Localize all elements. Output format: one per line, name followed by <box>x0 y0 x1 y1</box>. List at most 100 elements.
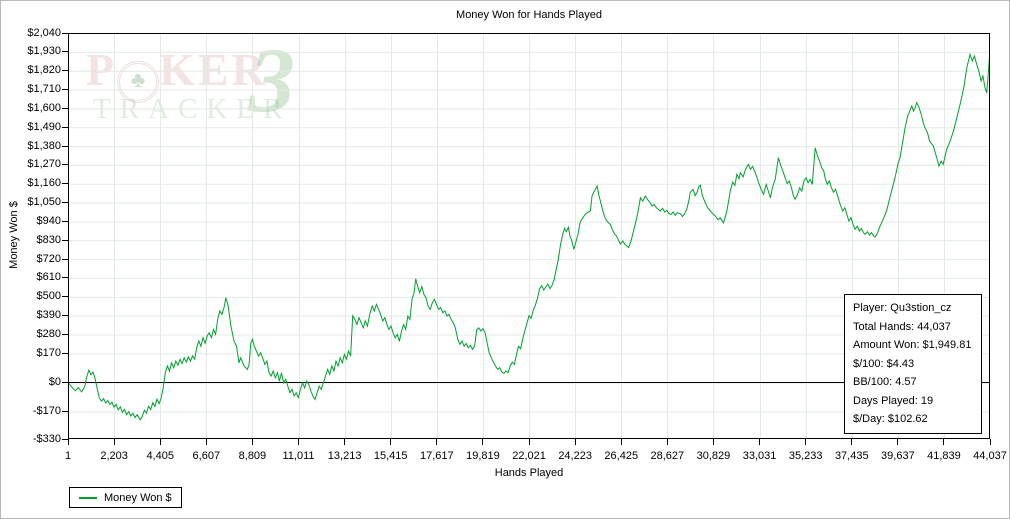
x-axis-tickmark <box>851 439 853 445</box>
y-axis-tickmark <box>62 411 68 413</box>
y-axis-tickmark <box>62 126 68 128</box>
info-box-row: $/100: $4.43 <box>853 357 915 370</box>
x-axis-tickmark <box>574 439 576 445</box>
y-axis-tick-label: $830 <box>36 233 61 246</box>
y-axis-tickmark <box>62 315 68 317</box>
x-axis-tickmark <box>712 439 714 445</box>
info-box-row: Player: Qu3stion_cz <box>853 302 952 314</box>
y-axis-tickmark <box>62 258 68 260</box>
x-axis-tick-label: 8,809 <box>238 450 267 462</box>
y-axis-tick-label: $2,040 <box>27 26 61 39</box>
legend-label: Money Won $ <box>104 491 172 504</box>
x-axis-tickmark <box>620 439 622 445</box>
y-axis-tick-label: $1,380 <box>27 139 61 152</box>
x-axis-tick-label: 15,415 <box>373 450 408 462</box>
y-axis-tickmark <box>62 51 68 53</box>
x-axis-tick-label: 30,829 <box>696 450 731 462</box>
y-axis-tickmark <box>62 202 68 204</box>
x-axis-tickmark <box>897 439 899 445</box>
x-axis-tick-label: 6,607 <box>192 450 221 462</box>
legend-line-swatch-icon <box>79 496 97 499</box>
x-axis-tickmark <box>67 439 69 445</box>
y-axis-tick-label: $1,490 <box>27 120 61 133</box>
y-axis-tickmark <box>62 183 68 185</box>
x-axis-tickmark <box>989 439 991 445</box>
money-won-line <box>68 49 990 421</box>
info-box-row: Days Played: 19 <box>853 394 934 407</box>
x-axis-tick-label: 19,819 <box>466 450 500 462</box>
y-axis-tickmark <box>62 334 68 335</box>
y-axis-tick-label: $940 <box>36 214 61 227</box>
y-axis-tickmark <box>62 220 68 222</box>
x-axis-tick-label: 41,839 <box>927 450 961 462</box>
y-axis-tickmark <box>62 89 68 91</box>
x-axis-tickmark <box>298 439 300 445</box>
info-box-row: Total Hands: 44,037 <box>853 320 951 333</box>
y-axis-tick-label: -$170 <box>32 405 61 418</box>
x-axis-tickmark <box>390 439 392 445</box>
x-axis-tick-label: 35,233 <box>788 450 823 462</box>
x-axis-tick-label: 1 <box>64 450 72 462</box>
y-axis-tickmark <box>62 70 68 72</box>
y-axis-tickmark <box>62 352 68 354</box>
x-axis-tick-label: 4,405 <box>146 450 174 462</box>
y-axis-tickmark <box>62 296 68 298</box>
x-axis-tickmark <box>666 439 668 445</box>
x-axis-tickmark <box>159 439 161 445</box>
y-axis-tick-label: $280 <box>36 328 61 340</box>
x-axis-tick-label: 39,637 <box>881 450 915 462</box>
y-axis-tickmark <box>62 164 68 166</box>
y-axis-tick-label: $1,600 <box>27 101 61 114</box>
x-axis-tickmark <box>251 439 253 445</box>
info-box-row: BB/100: 4.57 <box>853 376 917 388</box>
chart-plot-area <box>68 33 990 439</box>
x-axis-tickmark <box>113 439 115 445</box>
x-axis-tickmark <box>482 439 484 445</box>
x-axis-tickmark <box>205 439 207 445</box>
info-box-row: $/Day: $102.62 <box>853 413 928 425</box>
y-axis-tickmark <box>62 145 68 147</box>
y-axis-tickmark <box>62 32 68 34</box>
chart-title: Money Won for Hands Played <box>456 9 602 21</box>
y-axis-tick-label: $1,160 <box>27 177 61 190</box>
x-axis-tickmark <box>805 439 807 445</box>
legend-box: Money Won $ <box>69 487 182 508</box>
x-axis-tick-label: 13,213 <box>327 450 362 462</box>
y-axis-tick-label: $500 <box>36 290 61 303</box>
y-axis-tick-label: $390 <box>36 309 61 322</box>
y-axis-tick-label: $1,820 <box>27 64 61 77</box>
y-axis-tick-label: $0 <box>48 375 61 388</box>
y-axis-tickmark <box>62 277 68 279</box>
session-stats-info-box: Player: Qu3stion_cz Total Hands: 44,037 Am… <box>844 294 982 434</box>
x-axis-tickmark <box>528 439 530 445</box>
y-axis-tickmark <box>62 438 68 440</box>
x-axis-tick-label: 33,031 <box>742 450 777 462</box>
y-axis-tickmark <box>62 381 68 383</box>
y-axis-tick-label: $610 <box>36 271 61 284</box>
plot-border <box>68 33 990 439</box>
x-axis-tick-label: 26,425 <box>604 450 639 462</box>
x-axis-tick-label: 11,011 <box>282 450 315 462</box>
x-axis-tickmark <box>759 439 761 445</box>
x-axis-tick-label: 44,037 <box>973 450 1007 462</box>
x-axis-tick-label: 37,435 <box>834 450 869 462</box>
x-axis-tick-label: 28,627 <box>650 450 685 462</box>
info-box-row: Amount Won: $1,949.81 <box>853 339 972 351</box>
x-axis-tick-label: 17,617 <box>420 450 454 462</box>
y-axis-tick-label: $1,050 <box>27 196 61 209</box>
x-axis-tick-label: 2,203 <box>100 450 128 462</box>
y-axis-tick-label: $170 <box>36 346 61 359</box>
x-axis-tick-label: 24,223 <box>558 450 592 462</box>
x-axis-tickmark <box>436 439 438 445</box>
x-axis-tickmark <box>943 439 945 445</box>
y-axis-tickmark <box>62 239 68 241</box>
y-axis-tick-label: $720 <box>36 252 61 265</box>
y-axis-tick-label: $1,710 <box>27 83 61 96</box>
y-axis-tickmark <box>62 107 68 109</box>
x-axis-tick-label: 22,021 <box>512 450 546 462</box>
x-axis-tickmark <box>344 439 346 445</box>
x-axis-title: Hands Played <box>494 467 564 479</box>
y-axis-tick-label: $1,930 <box>27 45 61 58</box>
y-axis-tick-label: -$330 <box>32 432 61 445</box>
